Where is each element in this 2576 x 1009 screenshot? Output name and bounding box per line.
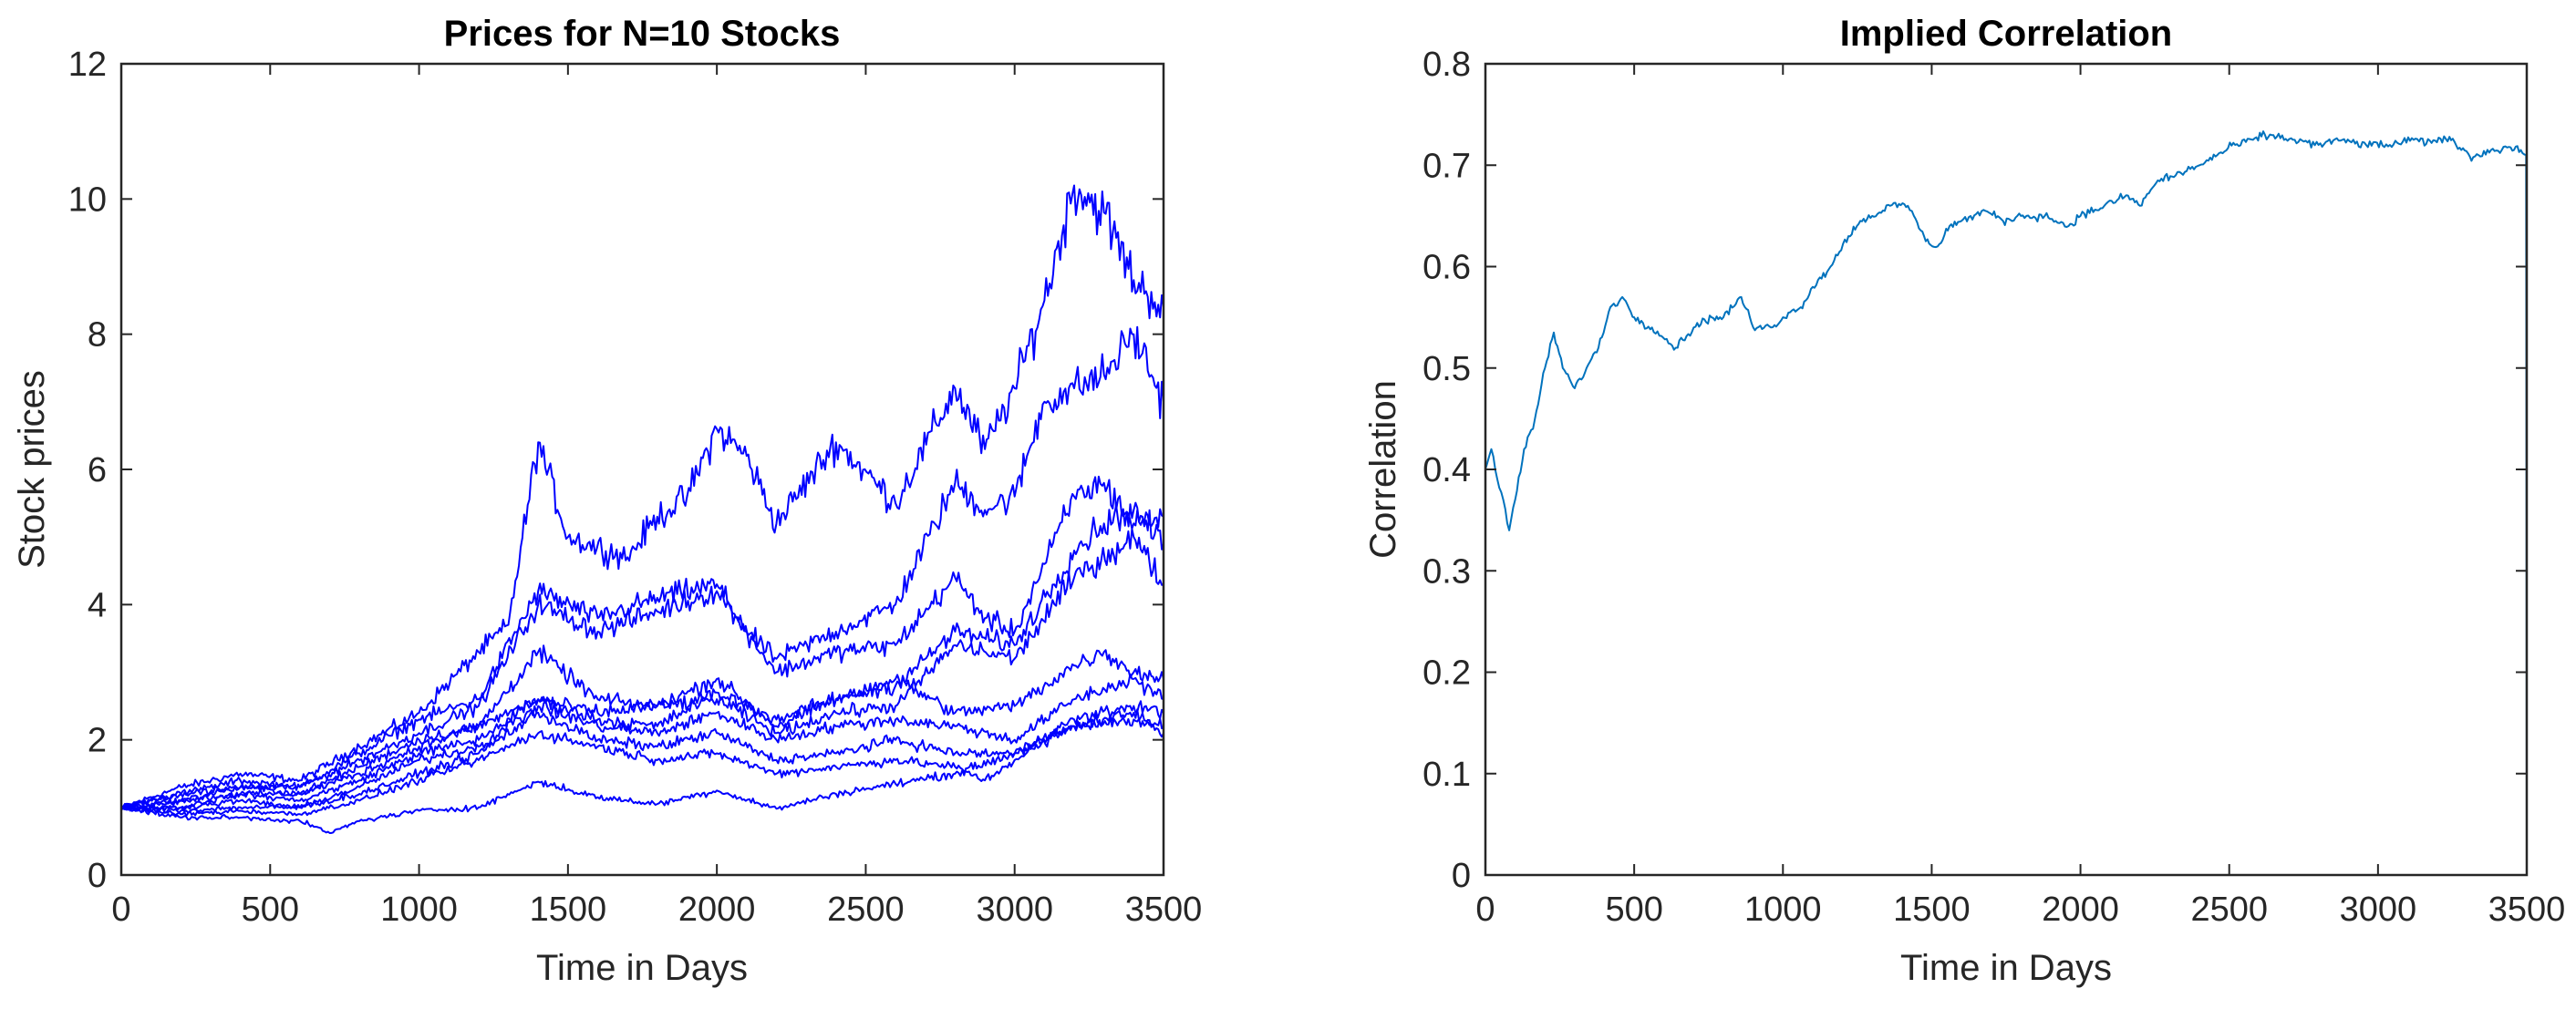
x-tick-label: 3500 — [1125, 891, 1203, 929]
y-tick-label: 0.3 — [1422, 552, 1471, 591]
y-tick-label: 12 — [68, 46, 107, 84]
x-tick-label: 0 — [1475, 891, 1495, 929]
series-line — [120, 325, 1164, 808]
y-tick-label: 0.8 — [1422, 46, 1471, 84]
y-tick-label: 6 — [88, 451, 107, 489]
x-tick-label: 1000 — [1744, 891, 1822, 929]
right-ylabel: Correlation — [1363, 380, 1403, 559]
y-tick-label: 0.6 — [1422, 249, 1471, 287]
left-axes-box — [119, 62, 1165, 877]
x-tick-label: 3000 — [2340, 891, 2417, 929]
left-plot-lines — [120, 184, 1164, 834]
series-line — [120, 528, 1164, 809]
y-tick-label: 0 — [88, 857, 107, 895]
series-line — [121, 673, 1164, 811]
right-panel-implied-correlation: Implied Correlation 0 500 1000 1500 2000 2500… — [1363, 14, 2565, 988]
left-ylabel: Stock prices — [12, 370, 52, 569]
left-xlabel: Time in Days — [536, 948, 748, 988]
x-tick-label: 1000 — [380, 891, 458, 929]
right-plot-line — [1485, 130, 2528, 876]
left-panel-title: Prices for N=10 Stocks — [444, 14, 841, 54]
y-tick-label: 8 — [88, 316, 107, 355]
x-tick-label: 1500 — [530, 891, 607, 929]
x-tick-label: 3500 — [2488, 891, 2566, 929]
y-tick-label: 10 — [68, 180, 107, 219]
y-tick-label: 0.1 — [1422, 756, 1471, 794]
y-tick-label: 0 — [1452, 857, 1471, 895]
right-axes-box — [1484, 62, 2529, 877]
x-tick-label: 2500 — [2190, 891, 2268, 929]
series-line — [1485, 130, 2528, 876]
y-tick-label: 0.7 — [1422, 147, 1471, 185]
x-tick-label: 3000 — [976, 891, 1053, 929]
x-tick-label: 500 — [242, 891, 299, 929]
series-line — [120, 649, 1164, 811]
left-axis-ticks: 0 500 1000 1500 2000 2500 3000 3500 0 2 4 6 8 10 12 — [68, 46, 1203, 929]
series-line — [120, 475, 1164, 809]
right-axis-ticks: 0 500 1000 1500 2000 2500 3000 3500 0 0.1 0.2 0.3 0.… — [1422, 46, 2565, 929]
right-panel-title: Implied Correlation — [1840, 14, 2173, 54]
x-tick-label: 0 — [111, 891, 130, 929]
y-tick-label: 4 — [88, 586, 107, 624]
y-tick-label: 0.4 — [1422, 451, 1471, 489]
x-tick-label: 2000 — [2042, 891, 2119, 929]
series-line — [120, 716, 1164, 834]
x-tick-label: 1500 — [1893, 891, 1971, 929]
left-panel-stock-prices: Prices for N=10 Stocks 0 500 1000 1500 2000 2… — [12, 14, 1202, 988]
series-line — [120, 708, 1164, 817]
right-xlabel: Time in Days — [1900, 948, 2112, 988]
series-line — [120, 501, 1164, 810]
y-tick-label: 0.2 — [1422, 654, 1471, 693]
y-tick-label: 0.5 — [1422, 350, 1471, 388]
x-tick-label: 2000 — [678, 891, 756, 929]
series-line — [120, 184, 1164, 808]
x-tick-label: 500 — [1605, 891, 1662, 929]
y-tick-label: 2 — [88, 722, 107, 760]
x-tick-label: 2500 — [827, 891, 905, 929]
series-line — [120, 700, 1164, 814]
